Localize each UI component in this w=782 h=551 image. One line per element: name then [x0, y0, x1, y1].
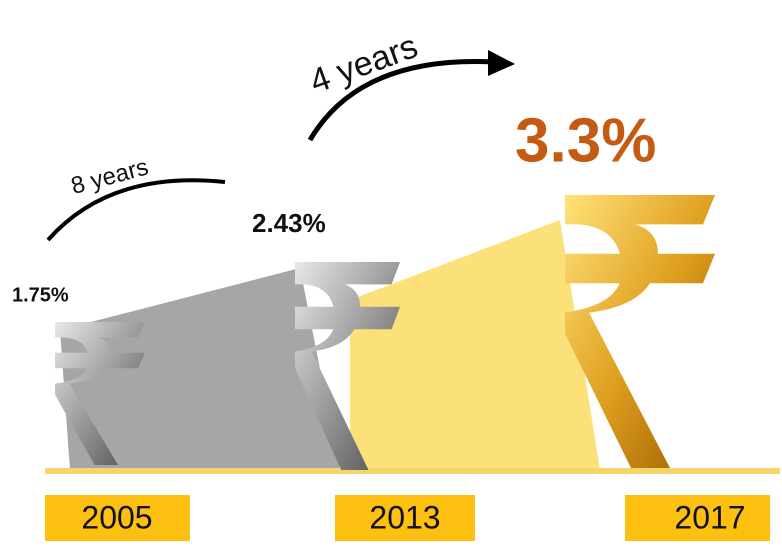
arrowhead: [488, 50, 515, 76]
gray-band: [60, 268, 340, 470]
rate-label: 1.75%: [12, 284, 69, 306]
yellow-band: [350, 220, 600, 470]
year-label: 2017: [674, 499, 745, 535]
year-box: [45, 495, 190, 541]
arc-label: 8 years: [68, 153, 151, 199]
year-box: [625, 495, 770, 541]
arc-8-years: [46, 178, 226, 242]
year-box: [335, 495, 475, 541]
rate-label: 3.3%: [515, 106, 656, 175]
year-label: 2013: [369, 499, 440, 535]
ground-line: [45, 468, 780, 474]
rate-label: 2.43%: [252, 208, 326, 238]
arc-4-years: [307, 58, 496, 142]
year-label: 2005: [81, 499, 152, 535]
arc-label: 4 years: [305, 27, 423, 101]
